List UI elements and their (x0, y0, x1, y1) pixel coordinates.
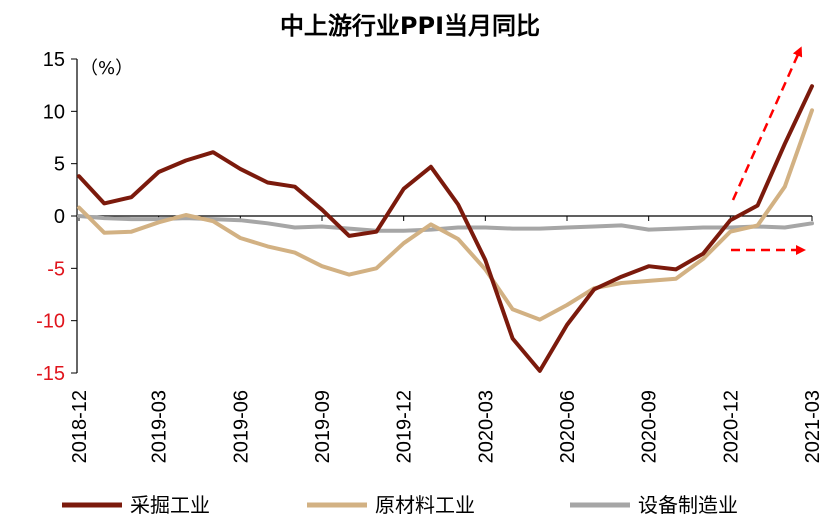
y-tick-label: -5 (47, 258, 65, 280)
x-tick-label: 2020-03 (475, 390, 497, 463)
x-tick-label: 2019-09 (312, 390, 334, 463)
y-tick-label: 15 (43, 49, 65, 71)
legend: 采掘工业 原材料工业 设备制造业 (62, 493, 738, 517)
x-tick-label: 2020-09 (639, 390, 661, 463)
x-tick-label: 2019-06 (230, 390, 252, 463)
x-tick-label: 2019-03 (149, 390, 171, 463)
legend-label: 设备制造业 (638, 493, 738, 517)
legend-label: 原材料工业 (375, 493, 475, 517)
x-tick-label: 2021-03 (802, 390, 824, 463)
x-tick-label: 2020-12 (720, 390, 742, 463)
annotation-layer (731, 46, 806, 255)
series-line (77, 84, 814, 373)
series-line (77, 214, 814, 233)
x-tick-label: 2020-06 (557, 390, 579, 463)
x-tick-label: 2018-12 (69, 390, 91, 463)
x-tick-label: 2019-12 (394, 390, 416, 463)
series-line (77, 108, 814, 322)
y-tick-label: -10 (36, 311, 65, 333)
y-tick-label: 5 (54, 154, 65, 176)
legend-label: 采掘工业 (130, 493, 210, 517)
chart-title: 中上游行业PPI当月同比 (280, 12, 540, 40)
series-layer (77, 84, 814, 373)
y-tick-label: 0 (54, 206, 65, 228)
y-tick-label: 10 (43, 101, 65, 123)
y-tick-label: -15 (36, 363, 65, 385)
trend-arrow-up (731, 46, 803, 201)
unit-label: （%） (80, 58, 133, 79)
